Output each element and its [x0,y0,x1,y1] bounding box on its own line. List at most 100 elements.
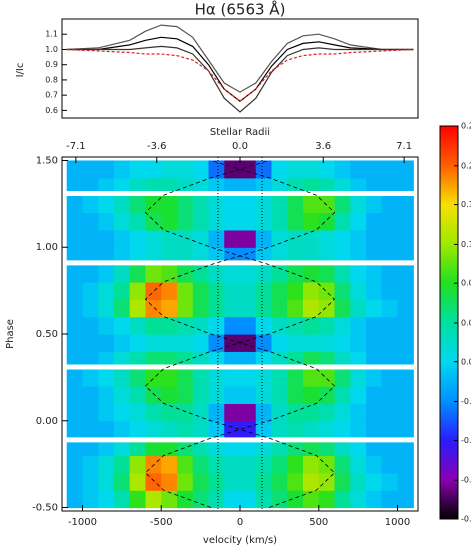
heatmap-cell [366,160,383,179]
heatmap-cell [255,316,273,335]
heatmap-cell [224,229,241,248]
heatmap-cell [113,368,131,387]
heatmap-cell [271,212,288,231]
heatmap-cell [318,386,336,405]
heatmap-cell [145,420,162,439]
heatmap-cell [192,264,210,283]
heatmap-cell [192,334,210,352]
heatmap-cell [240,420,257,439]
heatmap-cell [303,334,320,352]
heatmap-cell [224,195,241,214]
heatmap-cell [82,368,99,387]
heatmap-cell [271,455,288,474]
heatmap-cell [271,438,288,457]
heatmap-cell [397,438,414,457]
heatmap-cell [287,281,304,300]
heatmap-cell [350,299,367,318]
heatmap-cell [303,455,320,474]
heatmap-cell [192,195,210,214]
heatmap-cell [192,299,210,318]
heatmap-cell [161,316,178,335]
heatmap-cell [318,334,336,352]
heatmap-cell [208,420,225,439]
heatmap-cell [381,299,399,318]
heatmap-cell [66,160,84,179]
heatmap-cell [161,490,178,509]
heatmap-cell [161,281,178,300]
heatmap-cell [192,212,210,231]
heatmap-cell [381,420,399,439]
heatmap-cell [350,472,367,491]
heatmap-cell [350,490,367,509]
heatmap-cell [176,195,194,214]
heatmap-cell [161,229,178,248]
heatmap-cell [381,195,399,214]
heatmap-cell [208,472,225,491]
heatmap-cell [66,403,84,422]
heatmap-cell [113,299,131,318]
heatmap-cell [334,160,351,179]
heatmap-cell [98,403,115,422]
heatmap-cell [350,455,367,474]
heatmap-cell [271,403,288,422]
heatmap-cell [129,334,147,352]
heatmap-cell [318,420,336,439]
heatmap-cell [240,490,257,509]
heatmap-cell [208,403,225,422]
colorbar-tick-label: 0.211 [461,161,471,170]
heatmap-cell [303,299,320,318]
heatmap-cell [192,438,210,457]
heatmap-cell [82,281,99,300]
heatmap-cell [350,438,367,457]
heatmap-cell [287,438,304,457]
heatmap-cell [113,281,131,300]
heatmap-cell [145,299,162,318]
heatmap-cell [176,316,194,335]
heatmap-cell [176,368,194,387]
heatmap-cell [303,229,320,248]
heatmap-cell [318,195,336,214]
heatmap-cell [161,299,178,318]
x-tick-label: -1000 [68,517,97,528]
y-tick-label: 0.6 [45,106,58,115]
heatmap-cell [129,472,147,491]
heatmap-cell [82,334,99,352]
heatmap-cell [224,299,241,318]
heatmap-cell [192,455,210,474]
heatmap-cell [145,212,162,231]
y-axis-label: I/Ic [15,63,26,78]
heatmap-cell [161,212,178,231]
heatmap-cell [381,229,399,248]
heatmap-cell [381,281,399,300]
heatmap-cell [145,472,162,491]
heatmap-cell [98,264,115,283]
heatmap-cell [66,455,84,474]
heatmap-cell [98,195,115,214]
heatmap-cell [287,229,304,248]
heatmap-cell [303,281,320,300]
heatmap-cell [303,472,320,491]
heatmap-cell [287,472,304,491]
heatmap-cell [82,316,99,335]
heatmap-cell [381,438,399,457]
heatmap-cell [224,160,241,179]
heatmap-cell [240,438,257,457]
y-tick-label: 0.50 [36,329,58,340]
heatmap-cell [113,212,131,231]
heatmap-cell [397,472,414,491]
heatmap-cell [334,490,351,509]
heatmap-cell [271,334,288,352]
heatmap-cell [82,490,99,509]
heatmap-cell [208,455,225,474]
heatmap-cell [66,472,84,491]
heatmap-cell [82,195,99,214]
heatmap-cell [240,160,257,179]
heatmap-cell [240,334,257,352]
heatmap-cell [255,334,273,352]
heatmap-cell [224,316,241,335]
heatmap-cell [113,160,131,179]
heatmap-cell [98,299,115,318]
heatmap-cell [82,403,99,422]
heatmap-cell [350,281,367,300]
